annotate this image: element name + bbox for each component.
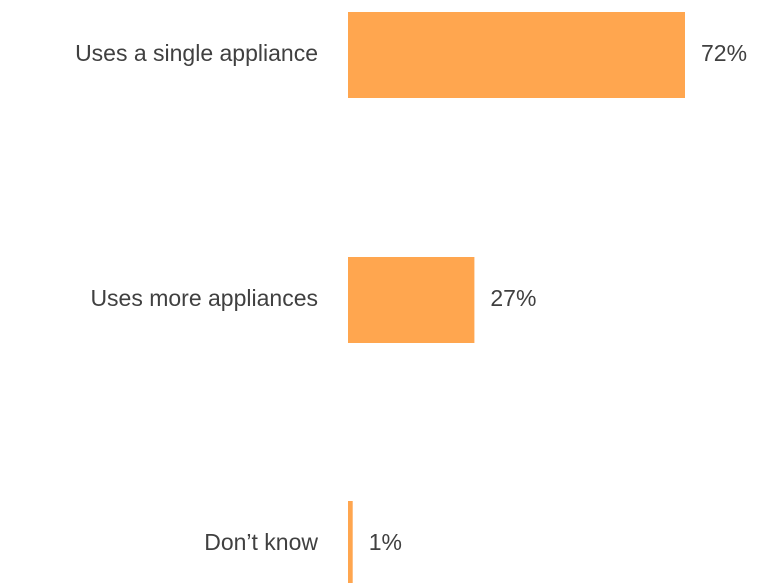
value-labels-group: 72% 27% 1%: [369, 40, 747, 555]
category-labels-group: Uses a single appliance Uses more applian…: [75, 40, 318, 555]
value-label-3: 1%: [369, 529, 402, 555]
value-label-1: 72%: [701, 40, 747, 66]
category-label-2: Uses more appliances: [90, 285, 318, 311]
bar-3: [348, 501, 353, 583]
category-label-1: Uses a single appliance: [75, 40, 318, 66]
category-label-3: Don’t know: [204, 529, 318, 555]
bar-1: [348, 12, 685, 98]
bars-group: [348, 12, 685, 583]
value-label-2: 27%: [490, 285, 536, 311]
bar-2: [348, 257, 475, 343]
